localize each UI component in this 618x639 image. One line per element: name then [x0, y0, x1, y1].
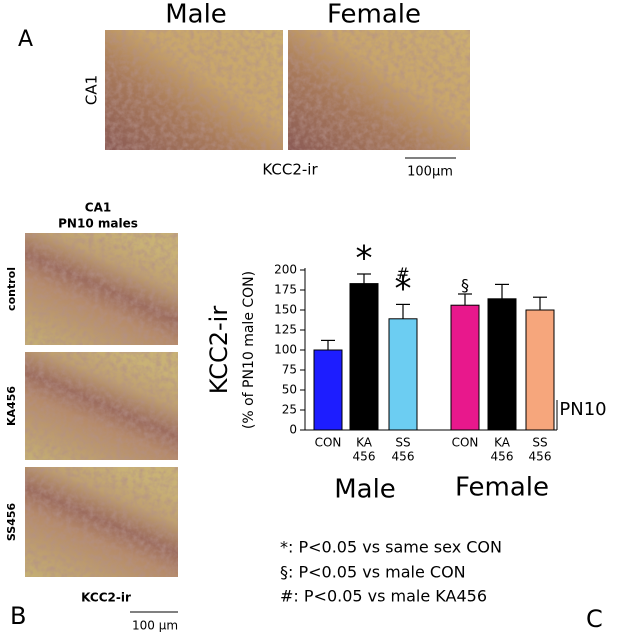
y-tick-label: 75	[282, 363, 297, 377]
x-tick-label: 456	[491, 450, 514, 464]
significance-marker: §	[461, 276, 469, 295]
x-tick-label: 456	[353, 450, 376, 464]
scale-label: 100 μm	[132, 619, 178, 633]
bar	[487, 298, 517, 431]
y-axis-label: KCC2-ir	[205, 306, 233, 395]
column-label: Female	[327, 0, 421, 30]
age-label: PN10	[559, 399, 606, 420]
panel-letter: B	[10, 602, 26, 630]
group-label: Female	[455, 473, 549, 503]
significance-marker: *	[395, 269, 412, 309]
micrographs	[25, 30, 470, 577]
micrograph-texture	[105, 30, 283, 150]
legend-line: §: P<0.05 vs male CON	[280, 563, 466, 582]
y-tick-label: 100	[274, 343, 297, 357]
legend-line: *: P<0.05 vs same sex CON	[280, 538, 502, 557]
x-tick-label: CON	[315, 436, 342, 450]
scale-label: 100μm	[407, 165, 453, 180]
micrograph-texture	[25, 233, 178, 345]
y-tick-label: 0	[289, 423, 297, 437]
bar	[525, 309, 555, 431]
y-tick-label: 125	[274, 323, 297, 337]
x-tick-label: SS	[395, 436, 410, 450]
significance-marker: *	[356, 239, 373, 279]
bar	[450, 304, 480, 431]
x-tick-label: CON	[452, 436, 479, 450]
panel-title: PN10 males	[58, 217, 138, 231]
panel-letter: C	[586, 605, 603, 633]
y-tick-label: 50	[282, 383, 297, 397]
y-tick-label: 25	[282, 403, 297, 417]
bar	[349, 283, 379, 431]
micrograph-texture	[25, 352, 178, 460]
x-tick-label: 456	[392, 450, 415, 464]
row-label: control	[5, 267, 18, 311]
panel-letter: A	[18, 27, 33, 52]
caption: KCC2-ir	[81, 591, 131, 605]
row-label: CA1	[83, 75, 101, 105]
row-label: SS456	[5, 502, 18, 541]
caption: KCC2-ir	[262, 161, 318, 179]
x-tick-label: KA	[494, 436, 511, 450]
micrograph-texture	[25, 467, 178, 577]
y-axis-sublabel: (% of PN10 male CON)	[241, 271, 257, 429]
y-tick-label: 175	[274, 283, 297, 297]
group-label: Male	[334, 475, 396, 505]
micrograph-texture	[288, 30, 470, 150]
row-label: KA456	[5, 386, 18, 426]
x-tick-label: 456	[529, 450, 552, 464]
column-label: Male	[165, 0, 227, 30]
bar	[313, 349, 343, 431]
y-tick-label: 150	[274, 303, 297, 317]
bar	[388, 318, 418, 431]
legend-line: #: P<0.05 vs male KA456	[280, 587, 487, 606]
significance-marker: #	[396, 264, 409, 283]
panel-title: CA1	[85, 201, 111, 215]
x-tick-label: KA	[356, 436, 373, 450]
y-tick-label: 200	[274, 263, 297, 277]
x-tick-label: SS	[532, 436, 547, 450]
